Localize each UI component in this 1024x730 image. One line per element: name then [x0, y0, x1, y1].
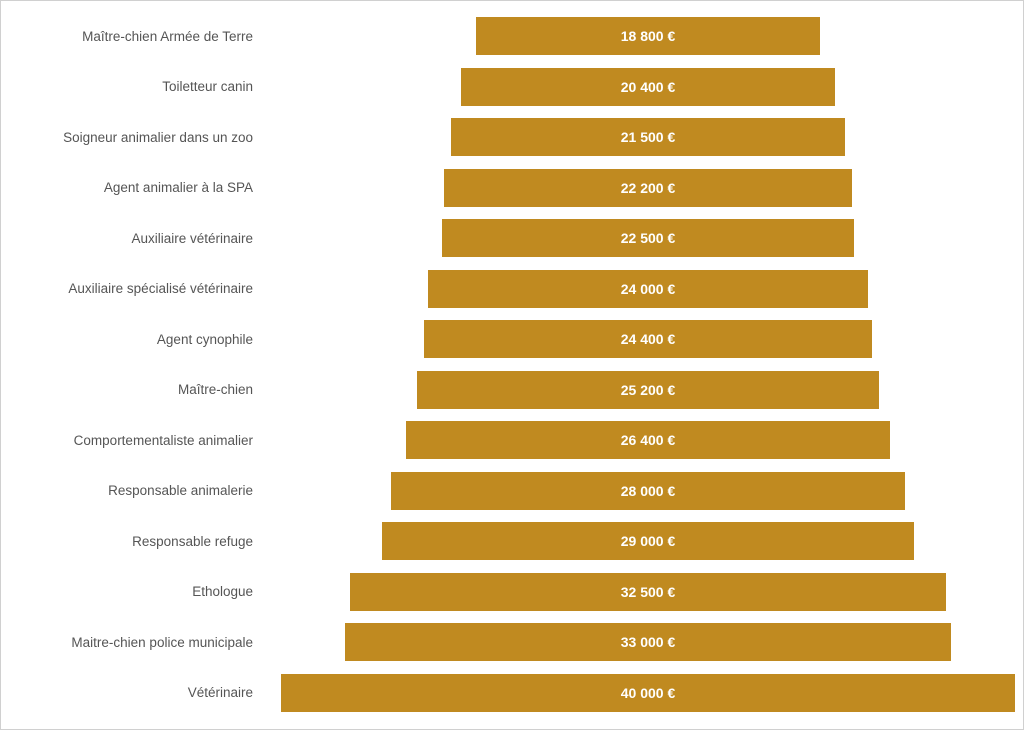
bar: 22 200 € [444, 169, 851, 207]
category-label: Responsable animalerie [1, 483, 281, 498]
bar-value-label: 33 000 € [345, 634, 951, 650]
bar: 40 000 € [281, 674, 1015, 712]
bar-zone: 24 000 € [281, 264, 1013, 315]
bar-zone: 22 200 € [281, 163, 1013, 214]
bar-zone: 40 000 € [281, 668, 1013, 719]
bar: 22 500 € [442, 219, 855, 257]
bar: 25 200 € [417, 371, 879, 409]
chart-row: Auxiliaire spécialisé vétérinaire 24 000 … [1, 264, 1013, 315]
bar-zone: 25 200 € [281, 365, 1013, 416]
bar-zone: 32 500 € [281, 567, 1013, 618]
bar: 24 400 € [424, 320, 872, 358]
bar-value-label: 40 000 € [281, 685, 1015, 701]
bar-value-label: 22 200 € [444, 180, 851, 196]
bar-value-label: 22 500 € [442, 230, 855, 246]
chart-row: Vétérinaire40 000 € [1, 668, 1013, 719]
bar-value-label: 24 000 € [428, 281, 868, 297]
bar-zone: 29 000 € [281, 516, 1013, 567]
bar-zone: 22 500 € [281, 213, 1013, 264]
category-label: Ethologue [1, 584, 281, 599]
bar-value-label: 18 800 € [476, 28, 821, 44]
chart-row: Maître-chien Armée de Terre 18 800 € [1, 11, 1013, 62]
bar: 32 500 € [350, 573, 946, 611]
category-label: Maitre-chien police municipale [1, 635, 281, 650]
category-label: Maître-chien Armée de Terre [1, 29, 281, 44]
chart-row: Responsable refuge 29 000 € [1, 516, 1013, 567]
bar-zone: 18 800 € [281, 11, 1013, 62]
category-label: Vétérinaire [1, 685, 281, 700]
category-label: Responsable refuge [1, 534, 281, 549]
salary-bar-chart: Maître-chien Armée de Terre 18 800 € Toile… [0, 0, 1024, 730]
bar-value-label: 21 500 € [451, 129, 846, 145]
category-label: Soigneur animalier dans un zoo [1, 130, 281, 145]
bar-value-label: 28 000 € [391, 483, 905, 499]
bar: 20 400 € [461, 68, 835, 106]
chart-row: Toiletteur canin 20 400 € [1, 62, 1013, 113]
chart-row: Soigneur animalier dans un zoo 21 500 € [1, 112, 1013, 163]
bar: 26 400 € [406, 421, 890, 459]
bar: 24 000 € [428, 270, 868, 308]
bar-value-label: 24 400 € [424, 331, 872, 347]
bar: 29 000 € [382, 522, 914, 560]
chart-row: Responsable animalerie 28 000 € [1, 466, 1013, 517]
bar-zone: 33 000 € [281, 617, 1013, 668]
bar-value-label: 29 000 € [382, 533, 914, 549]
category-label: Comportementaliste animalier [1, 433, 281, 448]
bar-zone: 26 400 € [281, 415, 1013, 466]
category-label: Maître-chien [1, 382, 281, 397]
bar-value-label: 26 400 € [406, 432, 890, 448]
bar: 28 000 € [391, 472, 905, 510]
chart-row: Maitre-chien police municipale 33 000 € [1, 617, 1013, 668]
chart-row: Agent cynophile 24 400 € [1, 314, 1013, 365]
category-label: Auxiliaire vétérinaire [1, 231, 281, 246]
chart-row: Maître-chien 25 200 € [1, 365, 1013, 416]
chart-row: Auxiliaire vétérinaire 22 500 € [1, 213, 1013, 264]
category-label: Toiletteur canin [1, 79, 281, 94]
chart-row: Ethologue 32 500 € [1, 567, 1013, 618]
category-label: Auxiliaire spécialisé vétérinaire [1, 281, 281, 296]
bar-value-label: 20 400 € [461, 79, 835, 95]
bar: 33 000 € [345, 623, 951, 661]
category-label: Agent animalier à la SPA [1, 180, 281, 195]
category-label: Agent cynophile [1, 332, 281, 347]
bar-value-label: 25 200 € [417, 382, 879, 398]
bar-zone: 28 000 € [281, 466, 1013, 517]
bar-zone: 21 500 € [281, 112, 1013, 163]
chart-row: Comportementaliste animalier 26 400 € [1, 415, 1013, 466]
bar-zone: 20 400 € [281, 62, 1013, 113]
bar: 21 500 € [451, 118, 846, 156]
bar: 18 800 € [476, 17, 821, 55]
bar-zone: 24 400 € [281, 314, 1013, 365]
chart-row: Agent animalier à la SPA 22 200 € [1, 163, 1013, 214]
bar-value-label: 32 500 € [350, 584, 946, 600]
